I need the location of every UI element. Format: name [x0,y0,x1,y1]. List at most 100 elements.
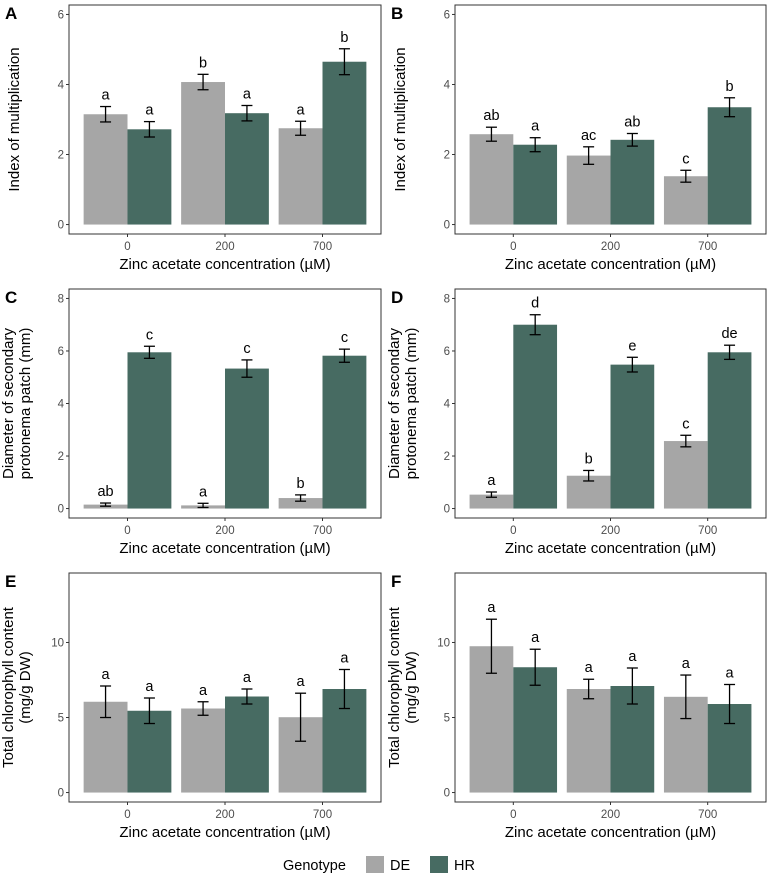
y-tick-label: 10 [437,637,450,649]
error-bar [100,502,112,507]
x-axis-title: Zinc acetate concentration (µM) [119,256,330,273]
bar-de-700 [278,498,323,509]
panel-border [454,4,767,235]
x-axis-title: Zinc acetate concentration (µM) [505,824,716,841]
significance-letter: a [531,630,540,646]
error-bar [485,618,497,674]
bar-hr-200 [225,368,269,509]
x-tick-label: 0 [510,809,516,821]
y-axis-title: Total chlorophyll content(mg/g DW) [386,606,420,768]
x-tick-label: 200 [215,241,234,253]
error-bar [680,169,692,183]
bar-hr-200 [225,113,269,225]
y-tick-label: 4 [444,79,451,91]
error-bar [680,674,692,720]
panel-label: F [391,572,401,591]
significance-letter: a [297,674,306,690]
y-tick-label: 6 [58,9,64,21]
bar-hr-200 [610,364,655,509]
y-axis-title-line: Diameter of secondary [386,328,403,479]
significance-letter: b [340,30,348,46]
y-tick-label: 6 [444,346,450,358]
y-tick-label: 0 [444,220,450,232]
legend-label-hr: HR [454,858,475,874]
panel-label: E [5,572,16,591]
error-bar [143,120,155,138]
error-bar [485,491,497,498]
y-tick-label: 0 [444,788,450,800]
significance-letter: a [199,683,208,699]
y-tick-label: 0 [58,504,64,516]
significance-letter: c [682,416,689,432]
significance-letter: a [297,102,306,118]
error-bar [338,348,350,363]
significance-letter: a [585,660,594,676]
y-axis-title: Index of multiplication [6,47,23,191]
y-tick-label: 0 [58,220,64,232]
legend: Genotype DE HR [283,856,475,874]
x-tick-label: 200 [215,525,234,537]
bar-de-0 [83,114,128,225]
significance-letter: b [726,79,734,95]
x-axis-title: Zinc acetate concentration (µM) [505,540,716,557]
significance-letter: de [721,326,737,342]
panel-border [454,288,767,519]
error-bar [295,494,307,502]
x-axis-title: Zinc acetate concentration (µM) [505,256,716,273]
significance-letter: a [102,88,111,104]
significance-letter: a [628,649,637,665]
x-tick-label: 0 [510,525,516,537]
y-tick-label: 2 [444,451,450,463]
x-tick-label: 700 [698,809,717,821]
significance-letter: a [145,103,154,119]
y-tick-label: 10 [51,637,64,649]
panel-border [454,572,767,803]
y-axis-title-line: Index of multiplication [392,47,409,191]
error-bar [583,469,595,482]
legend-key-hr [430,856,448,873]
bar-de-200 [181,82,225,225]
x-tick-label: 0 [510,241,516,253]
x-tick-label: 0 [124,241,130,253]
significance-letter: a [531,119,540,135]
y-axis-title-line: Total chlorophyll content [0,606,17,768]
error-bar [626,356,638,373]
error-bar [143,345,155,359]
x-tick-label: 200 [601,525,620,537]
error-bar [241,359,253,378]
error-bar [583,146,595,165]
y-axis-title: Diameter of secondaryprotonema patch (mm… [0,328,34,480]
panel-a: A 0 2 4 6 a a 0 b a 200 a b 700 Zinc acetate concentra… [5,4,382,273]
bar-hr-0 [127,710,172,793]
y-tick-label: 5 [444,713,450,725]
panel-border [68,572,382,803]
panel-b: B 0 2 4 6 ab a 0 ac ab 200 c b 700 Zinc acetate concen… [391,4,767,273]
bar-de-200 [566,155,611,225]
bar-hr-200 [225,696,269,793]
error-bar [529,648,541,686]
bar-hr-700 [322,355,367,509]
y-axis-title-line: (mg/g DW) [403,651,420,724]
legend-key-de [366,856,384,873]
y-axis-title-line: Diameter of secondary [0,328,17,479]
bar-de-200 [566,689,611,793]
y-tick-label: 8 [58,293,64,305]
bar-hr-200 [610,139,655,225]
error-bar [338,668,350,710]
panel-f: F 0 5 10 a a 0 a a 200 a a 700 Zinc acetate concentra… [386,572,767,841]
error-bar [143,697,155,725]
y-axis-title-line: protonema patch (mm) [403,328,420,480]
panel-d: D 0 2 4 6 8 a d 0 b e 200 c de 700 Zinc acetate concent… [386,288,767,557]
error-bar [197,701,209,716]
significance-letter: d [531,296,539,312]
x-axis-title: Zinc acetate concentration (µM) [119,824,330,841]
significance-letter: c [243,341,250,357]
error-bar [338,48,350,76]
bar-de-700 [278,128,323,225]
error-bar [724,344,736,361]
y-axis-title: Index of multiplication [392,47,409,191]
error-bar [626,132,638,147]
significance-letter: a [243,86,252,102]
bar-hr-0 [513,144,558,225]
y-tick-label: 0 [58,788,64,800]
